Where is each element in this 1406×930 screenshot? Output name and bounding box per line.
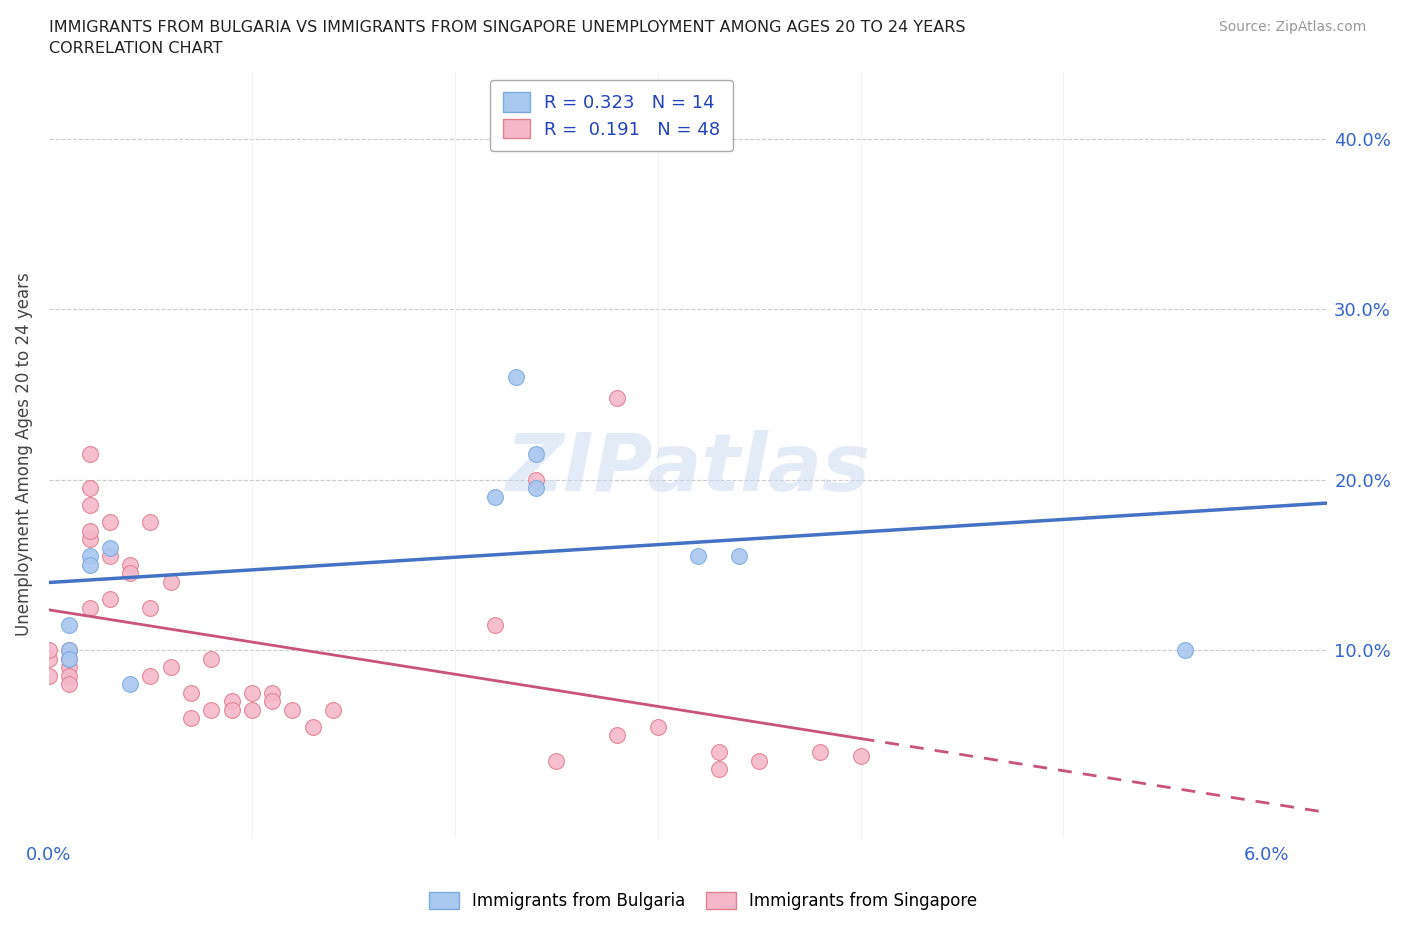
Point <box>748 753 770 768</box>
Point <box>58 677 80 692</box>
Point <box>120 566 142 581</box>
Point <box>524 481 547 496</box>
Text: IMMIGRANTS FROM BULGARIA VS IMMIGRANTS FROM SINGAPORE UNEMPLOYMENT AMONG AGES 20: IMMIGRANTS FROM BULGARIA VS IMMIGRANTS F… <box>49 20 966 35</box>
Point <box>727 549 749 564</box>
Point <box>98 591 121 606</box>
Point <box>281 702 304 717</box>
Text: Source: ZipAtlas.com: Source: ZipAtlas.com <box>1219 20 1367 34</box>
Legend: R = 0.323   N = 14, R =  0.191   N = 48: R = 0.323 N = 14, R = 0.191 N = 48 <box>489 80 733 152</box>
Point <box>221 702 243 717</box>
Point <box>808 745 831 760</box>
Point <box>79 557 101 572</box>
Point <box>262 694 284 709</box>
Point <box>139 515 162 530</box>
Text: CORRELATION CHART: CORRELATION CHART <box>49 41 222 56</box>
Point <box>484 618 506 632</box>
Text: ZIPatlas: ZIPatlas <box>506 431 870 509</box>
Point <box>58 659 80 674</box>
Point <box>139 600 162 615</box>
Point <box>38 669 60 684</box>
Point <box>98 549 121 564</box>
Point <box>120 677 142 692</box>
Point <box>79 481 101 496</box>
Point <box>180 711 202 725</box>
Point <box>58 618 80 632</box>
Point <box>524 446 547 461</box>
Point <box>38 643 60 658</box>
Point <box>707 745 730 760</box>
Point <box>505 370 527 385</box>
Point <box>240 685 263 700</box>
Point <box>79 446 101 461</box>
Point <box>524 472 547 487</box>
Point <box>180 685 202 700</box>
Point <box>79 600 101 615</box>
Point <box>240 702 263 717</box>
Point <box>849 749 872 764</box>
Point <box>262 685 284 700</box>
Point <box>139 669 162 684</box>
Point <box>159 575 181 590</box>
Y-axis label: Unemployment Among Ages 20 to 24 years: Unemployment Among Ages 20 to 24 years <box>15 272 32 636</box>
Legend: Immigrants from Bulgaria, Immigrants from Singapore: Immigrants from Bulgaria, Immigrants fro… <box>422 885 984 917</box>
Point <box>688 549 710 564</box>
Point <box>546 753 568 768</box>
Point <box>58 651 80 666</box>
Point <box>58 651 80 666</box>
Point <box>58 669 80 684</box>
Point <box>1174 643 1197 658</box>
Point <box>200 651 222 666</box>
Point <box>58 643 80 658</box>
Point <box>98 515 121 530</box>
Point <box>221 694 243 709</box>
Point <box>98 540 121 555</box>
Point <box>707 762 730 777</box>
Point <box>58 643 80 658</box>
Point <box>322 702 344 717</box>
Point <box>79 498 101 512</box>
Point <box>606 728 628 743</box>
Point <box>200 702 222 717</box>
Point <box>120 557 142 572</box>
Point <box>606 391 628 405</box>
Point <box>159 659 181 674</box>
Point <box>301 719 323 734</box>
Point <box>38 651 60 666</box>
Point <box>79 524 101 538</box>
Point <box>484 489 506 504</box>
Point <box>79 549 101 564</box>
Point <box>79 532 101 547</box>
Point <box>647 719 669 734</box>
